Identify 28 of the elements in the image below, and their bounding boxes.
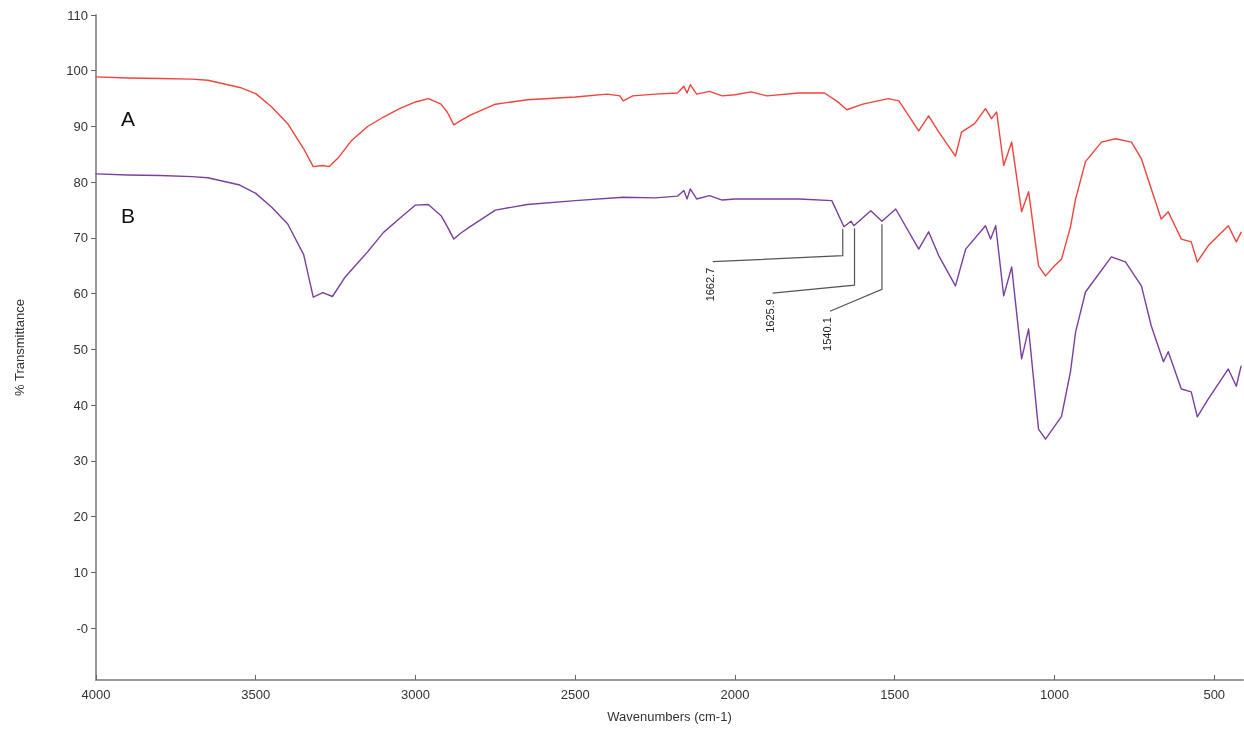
y-tick-label: 30 [73,453,88,469]
line-series [95,173,1242,440]
x-tick-label: 3500 [241,687,271,702]
y-tick-label: 50 [73,341,88,357]
y-tick-label: 40 [73,397,88,413]
x-tick-label: 2500 [560,687,590,702]
y-tick-label: -0 [76,620,88,636]
x-tick-label: 3000 [401,687,430,702]
annotation: 1625.9 [763,299,776,333]
x-tick-label: 2000 [720,687,750,702]
y-tick-label: 100 [66,63,88,79]
y-tick-label: 80 [73,174,88,190]
y-tick-label: 60 [73,286,88,302]
series-label: A [120,106,135,130]
series-label: B [120,203,135,227]
y-tick-label: 90 [73,118,88,134]
y-tick-label: 110 [67,7,88,23]
x-tick-label: 4000 [81,687,111,702]
x-axis-title: Wavenumbers (cm-1) [607,709,732,724]
y-tick-label: 70 [73,230,88,246]
annotation: 1540.1 [820,317,833,351]
y-tick-label: 10 [73,564,88,580]
y-axis-title: % Transmittance [12,299,27,396]
x-tick-label: 1000 [1040,687,1069,702]
x-tick-label: 1500 [880,687,910,702]
annotation: 1662.7 [703,267,716,302]
y-tick-label: 20 [73,509,88,525]
x-tick-label: 500 [1203,687,1226,702]
